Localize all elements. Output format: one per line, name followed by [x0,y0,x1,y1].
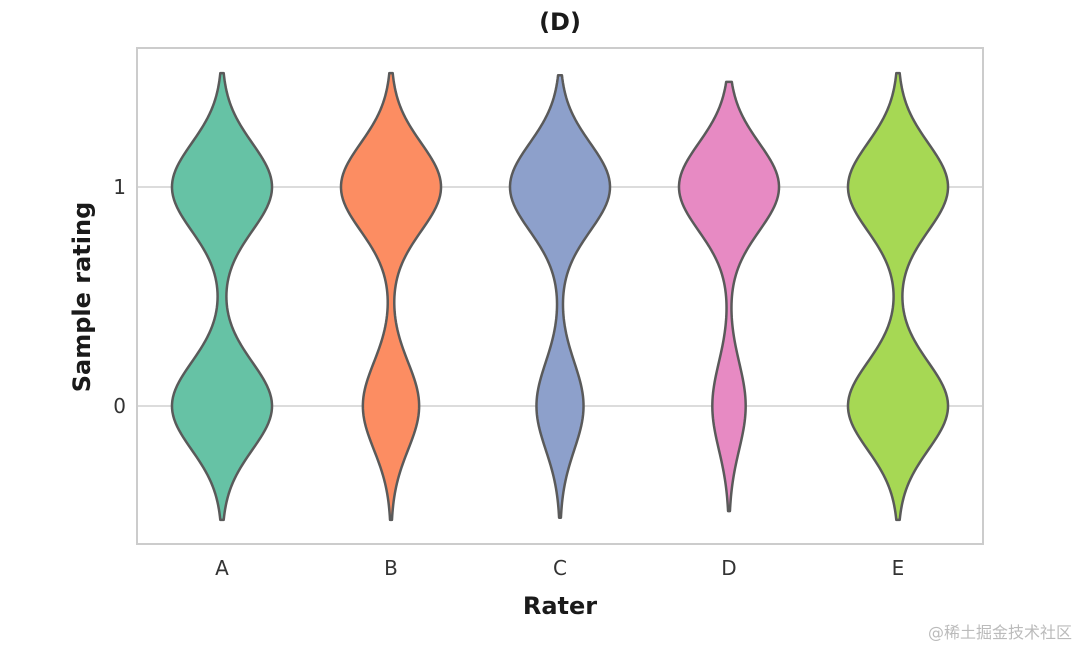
y-axis-label: Sample rating [68,202,96,393]
violins [170,71,950,522]
x-tick-label: D [721,556,736,580]
watermark-text: @稀土掘金技术社区 [928,623,1072,642]
y-tick-label: 0 [113,394,126,418]
violin-d [677,80,781,513]
x-tick-label: C [553,556,567,580]
violin-e [846,71,950,522]
plot-frame [136,47,984,545]
x-tick-label: A [215,556,229,580]
y-tick-label: 1 [113,175,126,199]
x-tick-label: E [892,556,905,580]
violin-b [339,71,443,522]
chart-title: (D) [539,8,581,36]
tick-labels: 0 1 A B C D E [113,175,904,580]
violin-c [508,74,612,519]
x-tick-label: B [384,556,398,580]
x-axis-label: Rater [523,592,597,620]
violin-a [170,71,274,522]
